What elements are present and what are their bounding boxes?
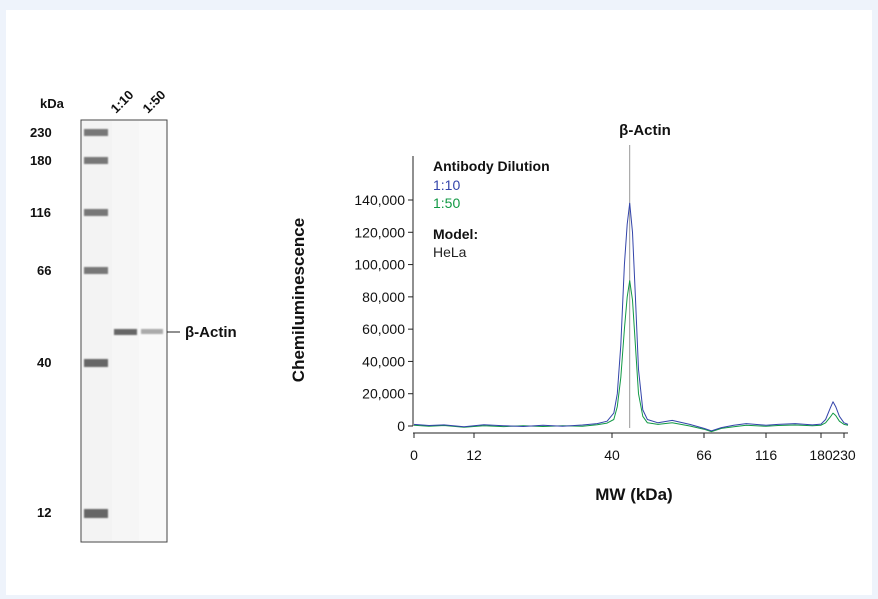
- figure-svg: kDa 1:10 1:50 230 180 116 66 40 12 β-Act…: [30, 87, 856, 543]
- ladder-label-40: 40: [37, 355, 51, 370]
- ladder-band-230: [84, 129, 108, 136]
- x-tick-label: 0: [410, 447, 418, 463]
- y-tick-label: 20,000: [362, 386, 405, 402]
- x-tick-label: 66: [696, 447, 712, 463]
- ladder-label-180: 180: [30, 153, 52, 168]
- y-tick-label: 100,000: [354, 257, 405, 273]
- y-tick-label: 0: [397, 418, 405, 434]
- plot-area: 0 20,000 40,000 60,000 80,000 100,000 120,000 1…: [354, 145, 856, 463]
- gel-unit-label: kDa: [40, 96, 65, 111]
- ladder-band-116: [84, 209, 108, 216]
- gel-band-lane-2: [141, 329, 163, 334]
- gel-lane-label-1: 1:10: [108, 87, 137, 116]
- legend-heading: Antibody Dilution: [433, 158, 550, 174]
- x-tick-label: 180: [809, 447, 833, 463]
- figure-panel: kDa 1:10 1:50 230 180 116 66 40 12 β-Act…: [6, 10, 872, 595]
- ladder-label-66: 66: [37, 263, 51, 278]
- gel-band-label: β-Actin: [185, 324, 237, 341]
- x-axis-title: MW (kDa): [595, 485, 672, 504]
- ladder-band-180: [84, 157, 108, 164]
- legend-series-2: 1:50: [433, 195, 460, 211]
- y-tick-label: 80,000: [362, 289, 405, 305]
- ladder-band-66: [84, 267, 108, 274]
- y-tick-label: 140,000: [354, 192, 405, 208]
- y-tick-label: 120,000: [354, 224, 405, 240]
- ladder-label-12: 12: [37, 505, 51, 520]
- legend-series-1: 1:10: [433, 177, 460, 193]
- x-tick-label: 116: [755, 447, 778, 463]
- chart-title: β-Actin: [619, 122, 671, 139]
- ladder-label-116: 116: [30, 205, 51, 220]
- ladder-band-40: [84, 359, 108, 367]
- x-tick-label: 12: [466, 447, 482, 463]
- series-line-1-50: [413, 280, 849, 433]
- chart: β-Actin Chemiluminescence MW (kDa) Antib…: [289, 122, 856, 504]
- ladder-label-230: 230: [30, 125, 52, 140]
- series-line-1-10: [413, 202, 849, 432]
- legend-model-heading: Model:: [433, 226, 478, 242]
- gel-band-lane-1: [114, 329, 137, 335]
- gel-image: kDa 1:10 1:50 230 180 116 66 40 12 β-Act…: [30, 87, 237, 543]
- y-tick-label: 60,000: [362, 321, 405, 337]
- gel-ladder-lane: [82, 121, 112, 541]
- x-tick-label: 230: [832, 447, 856, 463]
- x-tick-label: 40: [604, 447, 620, 463]
- y-axis-title: Chemiluminescence: [289, 218, 308, 382]
- y-tick-label: 40,000: [362, 353, 405, 369]
- ladder-band-12: [84, 509, 108, 518]
- legend-model-value: HeLa: [433, 244, 467, 260]
- legend: Antibody Dilution 1:10 1:50 Model: HeLa: [433, 158, 550, 260]
- gel-lane-label-2: 1:50: [140, 87, 169, 116]
